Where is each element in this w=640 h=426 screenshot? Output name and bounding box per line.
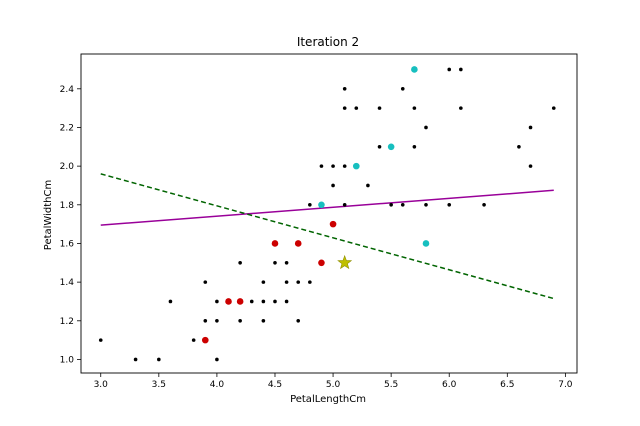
data-point [400, 87, 405, 91]
data-point [354, 106, 359, 110]
x-tick-label: 5.5 [384, 380, 398, 390]
plot-frame [80, 53, 578, 374]
data-layer [98, 66, 556, 362]
data-point [261, 280, 266, 284]
data-point [424, 125, 428, 130]
data-point [424, 203, 428, 207]
data-point [98, 338, 103, 342]
data-point [238, 319, 242, 323]
y-tick-label: 2.2 [60, 123, 74, 133]
data-point [377, 106, 382, 110]
data-point [203, 319, 208, 323]
data-point [331, 183, 335, 188]
data-point [168, 299, 173, 304]
x-tick-label: 6.0 [442, 380, 457, 390]
data-point [551, 106, 556, 110]
x-tick-label: 4.0 [210, 380, 225, 390]
data-point [447, 67, 452, 72]
red-point [236, 298, 244, 305]
cyan-point [411, 66, 418, 73]
data-point [157, 357, 161, 362]
data-point [215, 357, 219, 362]
data-point [517, 145, 521, 149]
data-point [296, 280, 301, 284]
data-point [342, 106, 347, 110]
x-tick-label: 3.5 [152, 380, 166, 390]
data-point [459, 106, 463, 110]
cyan-point [387, 143, 395, 151]
x-tick-label: 4.5 [268, 380, 282, 390]
star-marker [337, 254, 353, 270]
x-tick-label: 3.0 [94, 380, 109, 390]
red-point [318, 259, 325, 267]
data-point [412, 106, 417, 110]
data-point [319, 164, 324, 168]
data-point [528, 164, 533, 168]
data-point [238, 261, 242, 265]
data-point [284, 261, 289, 265]
x-tick-label: 6.5 [500, 380, 514, 390]
data-point [459, 67, 463, 72]
y-tick-label: 1.4 [60, 278, 75, 288]
y-tick-label: 1.8 [60, 201, 75, 211]
data-point [308, 280, 312, 284]
y-tick-label: 1.0 [60, 355, 75, 365]
data-point [331, 164, 335, 168]
chart-title: Iteration 2 [297, 35, 359, 49]
data-point [366, 183, 370, 188]
data-point [273, 261, 277, 265]
red-point [329, 220, 337, 228]
y-axis-label: PetalWidthCm [43, 180, 54, 250]
data-point [308, 203, 312, 207]
y-axis: 1.0 1.2 1.4 1.6 1.8 2.0 2.2 2.4 [60, 85, 81, 365]
data-point [273, 299, 277, 304]
x-tick-label: 7.0 [558, 380, 573, 390]
cyan-point [352, 162, 360, 170]
data-point [377, 145, 382, 149]
data-point [528, 125, 533, 130]
data-point [482, 203, 486, 207]
y-tick-label: 1.6 [60, 239, 75, 249]
x-axis-label: PetalLengthCm [290, 394, 366, 405]
cyan-point [422, 240, 430, 247]
data-point [191, 338, 196, 342]
data-point [342, 203, 347, 207]
y-tick-label: 2.4 [60, 85, 75, 95]
data-point [215, 319, 219, 323]
data-point [133, 357, 138, 362]
data-point [261, 319, 266, 323]
data-point [284, 299, 289, 304]
x-axis: 3.0 3.5 4.0 4.5 5.0 5.5 6.0 6.5 7.0 [94, 373, 573, 390]
data-point [389, 203, 393, 207]
data-point [342, 87, 347, 91]
dashed-boundary-line [100, 173, 554, 300]
y-tick-label: 1.2 [60, 317, 74, 327]
data-point [203, 280, 208, 284]
data-point [284, 280, 289, 284]
data-point [412, 145, 417, 149]
red-point [294, 240, 302, 247]
cyan-point [318, 201, 325, 209]
red-point [225, 298, 232, 305]
x-tick-label: 5.0 [326, 380, 341, 390]
red-point [201, 336, 209, 344]
data-point [215, 299, 219, 304]
data-point [400, 203, 405, 207]
data-point [261, 299, 266, 304]
red-point [271, 240, 279, 247]
data-point [447, 203, 452, 207]
data-point [342, 164, 347, 168]
y-tick-label: 2.0 [60, 162, 75, 172]
data-point [296, 319, 301, 323]
data-point [249, 299, 254, 304]
solid-boundary-line [100, 189, 554, 226]
